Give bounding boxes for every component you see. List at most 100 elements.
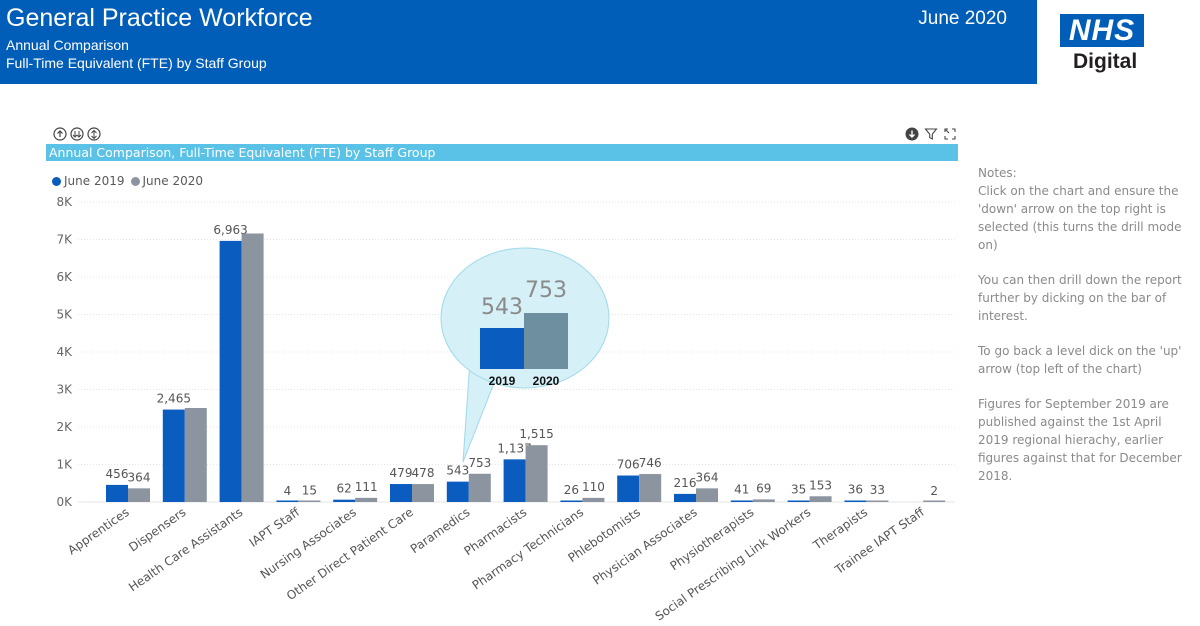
data-label: 364 [696, 470, 719, 484]
callout-label-2020: 2020 [533, 374, 560, 388]
x-tick-label: Nursing Associates [258, 505, 359, 582]
legend-swatch [52, 176, 61, 186]
legend-item-june-2019[interactable]: June 2019 [52, 174, 125, 188]
y-tick-label: 3K [56, 383, 73, 397]
expand-level-icon[interactable] [87, 127, 101, 141]
notes-heading: Notes: [978, 166, 1017, 180]
report-measure: Full-Time Equivalent (FTE) by Staff Grou… [6, 55, 267, 71]
data-label: 479 [390, 466, 413, 480]
visual-toolbar [48, 126, 960, 144]
y-tick-label: 8K [56, 195, 73, 209]
bar-2020[interactable] [412, 484, 434, 502]
bar-2019[interactable] [560, 500, 583, 503]
bar-2019[interactable] [333, 499, 356, 502]
data-label: 6,963 [213, 223, 247, 237]
bar-2019[interactable] [162, 409, 185, 502]
bar-2020[interactable] [298, 500, 321, 503]
callout-value-2019: 543 [481, 295, 523, 320]
drill-up-icon[interactable] [53, 127, 67, 141]
bar-2020[interactable] [525, 445, 548, 502]
y-tick-label: 4K [56, 345, 73, 359]
bar-2020[interactable] [355, 497, 378, 502]
bar-2020[interactable] [582, 497, 605, 502]
bar-2019[interactable] [730, 500, 753, 502]
data-label: 746 [639, 456, 662, 470]
data-label: 1,515 [519, 427, 553, 441]
bar-2019[interactable] [446, 481, 469, 502]
y-tick-label: 1K [56, 458, 73, 472]
bar-2020[interactable] [639, 474, 662, 502]
legend-label: June 2020 [142, 174, 204, 188]
bar-2020[interactable] [696, 488, 718, 502]
note-hierarchy: Figures for September 2019 are published… [978, 397, 1182, 483]
data-label: 15 [302, 483, 317, 497]
y-tick-label: 6K [56, 270, 73, 284]
nhs-logo-digital: Digital [1073, 50, 1138, 73]
data-label: 2,465 [157, 392, 191, 406]
bar-2019[interactable] [617, 475, 640, 502]
callout-bar-2020 [524, 313, 568, 369]
legend-item-june-2020[interactable]: June 2020 [130, 174, 204, 188]
notes-panel: Notes: Click on the chart and ensure the… [978, 164, 1193, 502]
bar-2019[interactable] [390, 484, 412, 502]
nhs-digital-logo: NHS Digital [1058, 14, 1148, 78]
data-label: 41 [734, 482, 749, 496]
bar-2019[interactable] [674, 493, 696, 502]
y-tick-label: 0K [56, 495, 73, 509]
data-label: 456 [106, 467, 129, 481]
data-label: 110 [582, 480, 605, 494]
bar-2020[interactable] [752, 499, 775, 502]
data-label: 26 [564, 483, 579, 497]
data-label: 216 [674, 476, 697, 490]
bar-2019[interactable] [844, 500, 867, 503]
bar-2020[interactable] [184, 407, 207, 502]
data-label: 69 [756, 481, 771, 495]
legend-label: June 2019 [64, 174, 125, 188]
chart-legend: June 2019 June 2020 [52, 174, 203, 188]
x-tick-label: Pharmacy Technicians [470, 505, 587, 592]
callout-bar-2019 [480, 328, 524, 369]
data-label: 111 [355, 480, 378, 494]
note-drill-up: To go back a level dick on the 'up' arro… [978, 344, 1182, 376]
data-label: 33 [870, 483, 885, 497]
focus-mode-icon[interactable] [943, 127, 957, 141]
nhs-logo-mark: NHS [1060, 14, 1144, 47]
bar-2020[interactable] [866, 500, 889, 503]
bar-2019[interactable] [503, 459, 526, 502]
data-label: 364 [128, 470, 151, 484]
bar-2019[interactable] [787, 500, 810, 503]
bar-2019[interactable] [106, 484, 128, 502]
bar-2020[interactable] [128, 488, 150, 502]
drill-down-toggle-icon[interactable] [905, 127, 919, 141]
y-tick-label: 7K [56, 233, 73, 247]
bar-2020[interactable] [923, 500, 946, 503]
report-title: General Practice Workforce [6, 4, 313, 32]
data-label: 35 [791, 483, 806, 497]
data-label: 2 [930, 484, 938, 498]
data-label: 753 [468, 456, 491, 470]
data-label: 36 [848, 483, 863, 497]
report-date: June 2020 [918, 8, 1007, 29]
note-drill-mode: Click on the chart and ensure the 'down'… [978, 184, 1182, 252]
note-drill-down: You can then drill down the report furth… [978, 273, 1182, 323]
bar-2019[interactable] [276, 500, 299, 503]
data-label: 478 [412, 466, 435, 480]
filter-icon[interactable] [924, 127, 938, 141]
data-label: 153 [809, 478, 832, 492]
next-level-icon[interactable] [70, 127, 84, 141]
bar-2020[interactable] [809, 496, 832, 502]
chart-title: Annual Comparison, Full-Time Equivalent … [46, 144, 958, 161]
bar-2020[interactable] [241, 233, 264, 503]
legend-swatch [130, 176, 140, 186]
bar-2019[interactable] [219, 240, 242, 502]
data-label: 62 [337, 482, 352, 496]
data-label: 543 [446, 464, 469, 478]
y-tick-label: 2K [56, 420, 73, 434]
bar-2020[interactable] [468, 473, 491, 502]
x-tick-label: IAPT Staff [247, 505, 303, 550]
x-tick-label: Apprentices [65, 505, 131, 557]
data-label: 706 [617, 458, 640, 472]
data-label: 1,137 [497, 441, 531, 455]
data-label: 4 [284, 484, 292, 498]
